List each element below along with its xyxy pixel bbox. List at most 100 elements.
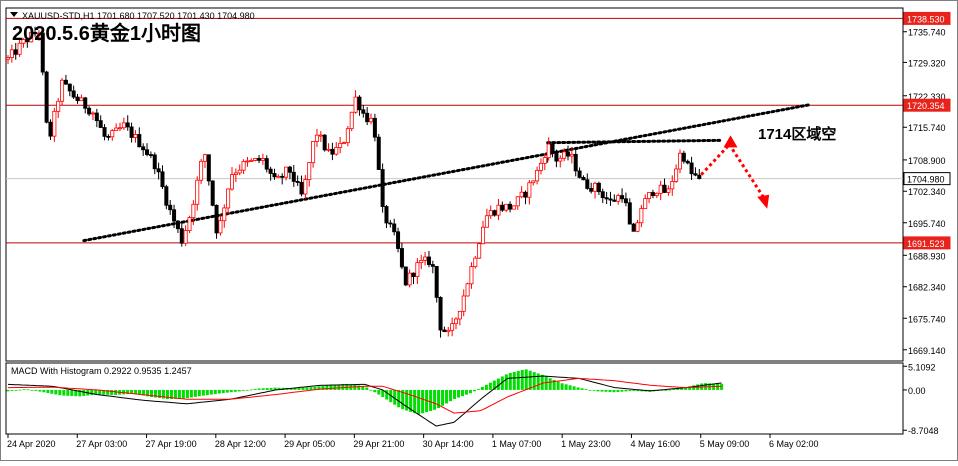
candle[interactable] [241, 159, 246, 175]
candle[interactable] [484, 208, 489, 228]
candle[interactable] [125, 115, 130, 131]
candle[interactable] [13, 43, 18, 60]
candle[interactable] [531, 180, 536, 186]
candle[interactable] [345, 126, 350, 147]
candle[interactable] [311, 140, 316, 168]
candle[interactable] [245, 156, 250, 167]
candle[interactable] [442, 326, 447, 333]
candle[interactable] [589, 182, 594, 194]
candle[interactable] [175, 220, 180, 234]
candle[interactable] [693, 167, 698, 177]
candle[interactable] [650, 189, 655, 199]
candle[interactable] [697, 168, 702, 180]
candle[interactable] [63, 74, 68, 85]
candle[interactable] [338, 137, 343, 154]
candle[interactable] [434, 265, 439, 303]
candle[interactable] [577, 167, 582, 179]
candle[interactable] [121, 117, 126, 130]
candle[interactable] [565, 145, 570, 161]
candle[interactable] [29, 25, 34, 43]
candle[interactable] [33, 26, 38, 37]
candle[interactable] [148, 151, 153, 159]
candle[interactable] [523, 190, 528, 205]
candle[interactable] [608, 191, 613, 206]
candle[interactable] [21, 38, 26, 48]
candle[interactable] [511, 205, 516, 210]
candle[interactable] [585, 173, 590, 190]
candle[interactable] [264, 155, 269, 173]
candle[interactable] [210, 180, 215, 207]
candle[interactable] [546, 137, 551, 161]
candle[interactable] [376, 133, 381, 170]
candle[interactable] [268, 166, 273, 181]
candle[interactable] [426, 250, 431, 268]
candle[interactable] [677, 149, 682, 174]
candle[interactable] [654, 192, 659, 199]
candle[interactable] [689, 156, 694, 181]
candle[interactable] [508, 201, 513, 213]
candle[interactable] [152, 152, 157, 175]
candle[interactable] [600, 188, 605, 204]
candle[interactable] [419, 254, 424, 270]
candle[interactable] [272, 168, 277, 180]
candle[interactable] [423, 252, 428, 266]
candle[interactable] [291, 164, 296, 187]
candle[interactable] [388, 219, 393, 228]
candle[interactable] [681, 150, 686, 164]
candle[interactable] [550, 142, 555, 158]
candle[interactable] [25, 37, 30, 48]
candle[interactable] [94, 108, 99, 128]
candle[interactable] [496, 198, 501, 221]
candle[interactable] [187, 215, 192, 234]
candle[interactable] [9, 44, 14, 63]
candle[interactable] [233, 168, 238, 183]
candle[interactable] [519, 186, 524, 199]
candle[interactable] [172, 204, 177, 229]
candle[interactable] [438, 296, 443, 338]
candle[interactable] [226, 188, 231, 215]
candle[interactable] [330, 142, 335, 161]
candle[interactable] [357, 95, 362, 116]
candle[interactable] [604, 191, 609, 205]
candle[interactable] [229, 167, 234, 191]
candle[interactable] [353, 90, 358, 114]
candle[interactable] [631, 222, 636, 232]
candle[interactable] [674, 164, 679, 183]
candle[interactable] [384, 205, 389, 229]
candle[interactable] [515, 196, 520, 210]
candle[interactable] [369, 113, 374, 125]
candle[interactable] [647, 192, 652, 204]
candle[interactable] [195, 176, 200, 211]
candle[interactable] [481, 220, 486, 245]
candle[interactable] [164, 184, 169, 210]
candle[interactable] [361, 104, 366, 118]
candle[interactable] [36, 30, 41, 41]
candle[interactable] [349, 111, 354, 132]
candle[interactable] [407, 269, 412, 288]
candle[interactable] [623, 192, 628, 207]
candle[interactable] [218, 215, 223, 236]
candle[interactable] [110, 129, 115, 141]
candle[interactable] [535, 166, 540, 185]
candle[interactable] [260, 153, 265, 165]
candle[interactable] [284, 166, 289, 181]
candle[interactable] [79, 94, 84, 102]
candle[interactable] [299, 175, 304, 197]
candle[interactable] [403, 266, 408, 287]
candle[interactable] [295, 175, 300, 186]
candle[interactable] [307, 161, 312, 187]
candle[interactable] [214, 204, 219, 239]
candle[interactable] [396, 227, 401, 253]
candle[interactable] [616, 193, 621, 205]
candle[interactable] [199, 158, 204, 184]
candle[interactable] [114, 123, 119, 132]
candle[interactable] [569, 146, 574, 164]
candle[interactable] [326, 143, 331, 152]
candle[interactable] [562, 148, 567, 162]
candle[interactable] [341, 141, 346, 145]
candle[interactable] [83, 96, 88, 114]
candle[interactable] [453, 317, 458, 330]
candle[interactable] [52, 107, 57, 142]
candle[interactable] [17, 37, 22, 57]
candle[interactable] [538, 158, 543, 175]
